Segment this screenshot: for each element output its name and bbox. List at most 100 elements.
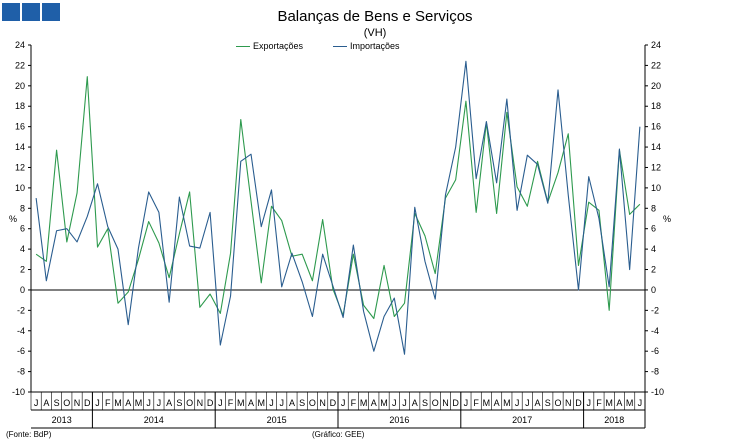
x-tick-label: A	[412, 398, 418, 408]
x-tick-label: J	[464, 398, 469, 408]
x-tick-label: A	[125, 398, 131, 408]
y-tick-label-right: 4	[651, 244, 656, 254]
x-tick-label: N	[197, 398, 204, 408]
y-tick-label-left: 10	[15, 183, 25, 193]
y-tick-label-right: 10	[651, 183, 661, 193]
legend-item-importacoes: Importações	[333, 41, 400, 51]
x-tick-label: J	[95, 398, 100, 408]
x-tick-label: J	[34, 398, 39, 408]
series-line-importacoes	[35, 60, 641, 355]
x-tick-label: J	[525, 398, 530, 408]
x-tick-label: S	[176, 398, 182, 408]
x-tick-label: J	[638, 398, 643, 408]
x-tick-label: D	[575, 398, 582, 408]
x-tick-label: J	[269, 398, 274, 408]
x-tick-label: J	[279, 398, 284, 408]
source-note: (Fonte: BdP)	[6, 430, 52, 439]
logo-block-1	[2, 3, 20, 21]
x-tick-label: F	[596, 398, 602, 408]
x-tick-label: N	[565, 398, 572, 408]
x-tick-label: D	[452, 398, 459, 408]
y-tick-label-right: -6	[651, 346, 659, 356]
x-tick-label: F	[228, 398, 234, 408]
x-year-label: 2018	[604, 415, 624, 425]
x-tick-label: O	[555, 398, 562, 408]
x-tick-label: D	[84, 398, 91, 408]
x-tick-label: A	[616, 398, 622, 408]
x-tick-label: J	[157, 398, 162, 408]
y-tick-label-left: 18	[15, 101, 25, 111]
y-tick-label-right: 0	[651, 285, 656, 295]
y-tick-label-right: -4	[651, 326, 659, 336]
x-tick-label: S	[54, 398, 60, 408]
x-year-label: 2015	[267, 415, 287, 425]
y-tick-label-left: 4	[20, 244, 25, 254]
x-tick-label: M	[114, 398, 122, 408]
x-tick-label: A	[371, 398, 377, 408]
y-tick-label-left: 0	[20, 285, 25, 295]
x-year-label: 2017	[512, 415, 532, 425]
y-tick-label-left: 16	[15, 122, 25, 132]
x-tick-label: A	[289, 398, 295, 408]
x-tick-label: J	[146, 398, 151, 408]
y-tick-label-right: -10	[651, 387, 664, 397]
y-tick-label-left: -10	[12, 387, 25, 397]
legend-label-exportacoes: Exportações	[253, 41, 304, 51]
chart-subtitle: (VH)	[363, 27, 387, 39]
x-tick-label: N	[74, 398, 81, 408]
x-tick-label: M	[135, 398, 143, 408]
legend-swatch-importacoes	[333, 45, 348, 47]
x-tick-label: J	[402, 398, 407, 408]
y-tick-label-left: -8	[17, 367, 25, 377]
x-tick-label: N	[319, 398, 326, 408]
y-tick-label-left: 8	[20, 203, 25, 213]
x-tick-label: J	[392, 398, 397, 408]
y-tick-label-right: 16	[651, 122, 661, 132]
y-tick-label-right: 18	[651, 101, 661, 111]
x-tick-label: A	[166, 398, 172, 408]
legend-label-importacoes: Importações	[350, 41, 400, 51]
x-tick-label: M	[605, 398, 613, 408]
credit-note: (Gráfico: GEE)	[312, 430, 365, 439]
legend-item-exportacoes: Exportações	[236, 41, 303, 51]
y-tick-label-left: 2	[20, 265, 25, 275]
x-tick-label: M	[258, 398, 266, 408]
x-tick-label: J	[586, 398, 591, 408]
y-axis-label-left: %	[9, 214, 17, 224]
x-tick-label: N	[442, 398, 449, 408]
y-tick-label-right: 24	[651, 40, 661, 50]
x-tick-label: A	[494, 398, 500, 408]
x-tick-label: M	[483, 398, 491, 408]
series-line-exportacoes	[35, 76, 641, 320]
chart-legend: Exportações Importações	[236, 41, 400, 51]
x-year-label: 2013	[52, 415, 72, 425]
logo-block-3	[42, 3, 60, 21]
y-tick-label-left: 24	[15, 40, 25, 50]
y-tick-label-right: -8	[651, 367, 659, 377]
x-year-label: 2016	[389, 415, 409, 425]
x-tick-label: J	[341, 398, 346, 408]
y-tick-label-left: 22	[15, 60, 25, 70]
x-tick-label: A	[43, 398, 49, 408]
y-tick-label-right: 8	[651, 203, 656, 213]
x-tick-label: M	[237, 398, 245, 408]
x-tick-label: J	[218, 398, 223, 408]
legend-swatch-exportacoes	[236, 45, 250, 47]
y-tick-label-left: -4	[17, 326, 25, 336]
y-tick-label-left: 14	[15, 142, 25, 152]
y-tick-label-right: 2	[651, 265, 656, 275]
x-tick-label: M	[503, 398, 511, 408]
x-tick-label: S	[545, 398, 551, 408]
x-tick-label: A	[248, 398, 254, 408]
y-tick-label-right: 14	[651, 142, 661, 152]
x-tick-label: O	[309, 398, 316, 408]
x-tick-label: S	[422, 398, 428, 408]
x-tick-label: D	[207, 398, 214, 408]
y-axis-label-right: %	[663, 214, 671, 224]
x-tick-label: O	[63, 398, 70, 408]
x-tick-label: M	[380, 398, 388, 408]
logo-block-2	[22, 3, 40, 21]
y-tick-label-left: -6	[17, 346, 25, 356]
y-tick-label-left: 12	[15, 162, 25, 172]
y-tick-label-right: 6	[651, 224, 656, 234]
